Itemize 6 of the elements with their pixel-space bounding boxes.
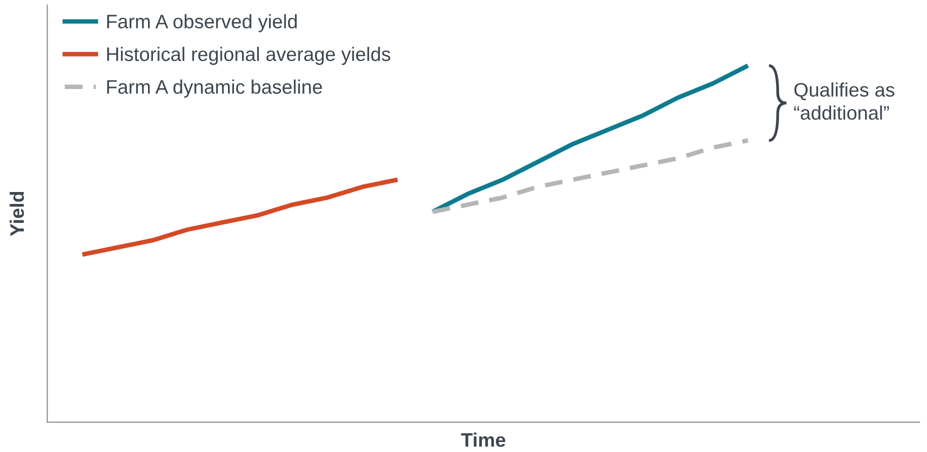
text: Qualifies as “additional” <box>794 82 894 120</box>
legend-label: Historical regional average yields <box>107 46 390 65</box>
legend-label: Farm A dynamic baseline <box>107 80 322 98</box>
x-axis-title: Time <box>461 432 506 447</box>
y-axis-title: Yield <box>10 192 24 236</box>
legend-label: Farm A observed yield <box>107 14 297 32</box>
